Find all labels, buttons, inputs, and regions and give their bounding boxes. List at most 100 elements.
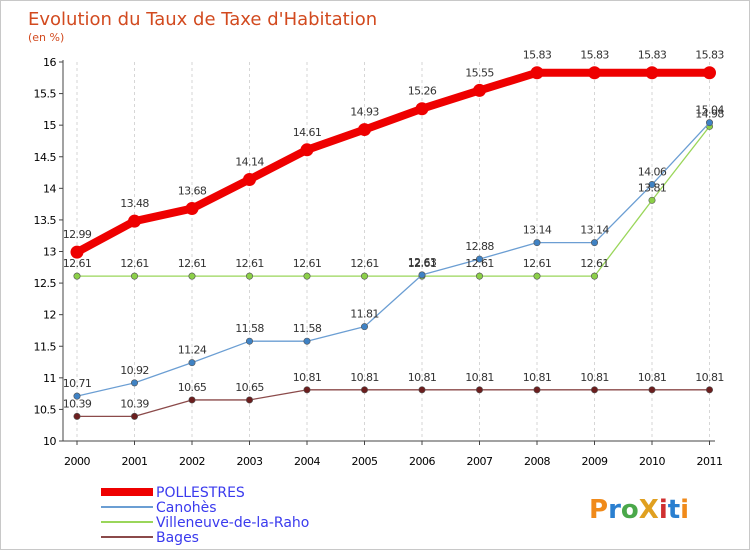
y-tick-label: 15 (43, 119, 56, 132)
data-label: 12.99 (63, 228, 92, 241)
data-label: 10.81 (580, 371, 609, 384)
x-tick-label: 2007 (467, 455, 493, 468)
data-point (360, 386, 368, 394)
data-point (533, 272, 541, 280)
x-tick-label: 2002 (179, 455, 205, 468)
data-point (705, 386, 713, 394)
x-tick-label: 2003 (237, 455, 263, 468)
legend-label: Bages (156, 530, 199, 546)
x-tick-label: 2006 (409, 455, 435, 468)
data-label: 14.14 (235, 155, 264, 168)
data-point (188, 359, 196, 367)
data-point (533, 386, 541, 394)
data-label: 15.55 (465, 66, 494, 79)
data-label: 11.24 (178, 344, 207, 357)
data-point (415, 102, 429, 116)
data-point (246, 272, 254, 280)
data-label: 10.65 (178, 381, 207, 394)
data-point (358, 123, 371, 137)
data-label: 12.61 (523, 257, 552, 270)
data-label: 13.68 (178, 185, 207, 198)
y-tick-label: 12.5 (34, 277, 57, 290)
data-point (70, 245, 84, 259)
data-label: 10.71 (63, 377, 92, 390)
y-tick-label: 11.5 (34, 340, 57, 353)
data-label: 13.14 (523, 224, 552, 237)
data-point (648, 196, 656, 204)
data-point (185, 202, 199, 216)
data-label: 12.61 (293, 257, 322, 270)
data-label: 10.65 (235, 381, 264, 394)
data-point (588, 66, 601, 80)
data-label: 13.81 (638, 181, 667, 194)
data-point (243, 172, 256, 186)
y-tick-label: 10 (43, 435, 56, 448)
x-tick-label: 2004 (294, 455, 320, 468)
x-tick-label: 2008 (524, 455, 550, 468)
x-tick-label: 2010 (639, 455, 665, 468)
data-label: 10.92 (120, 364, 149, 377)
data-label: 12.88 (465, 240, 494, 253)
data-point (418, 386, 426, 394)
data-label: 10.81 (408, 371, 437, 384)
data-label: 15.26 (408, 85, 437, 98)
data-point (590, 239, 598, 247)
data-point (703, 66, 716, 80)
data-label: 14.61 (293, 126, 322, 139)
data-label: 12.61 (350, 257, 379, 270)
data-label: 12.63 (408, 256, 437, 269)
x-tick-label: 2009 (582, 455, 608, 468)
data-label: 10.81 (695, 371, 724, 384)
data-label: 10.81 (638, 371, 667, 384)
data-point (475, 255, 483, 263)
data-label: 13.14 (580, 224, 609, 237)
series-line-1 (76, 121, 711, 397)
data-point (475, 386, 483, 394)
data-point (303, 337, 311, 345)
data-point (360, 272, 368, 280)
y-tick-label: 15.5 (34, 88, 57, 101)
x-tick-label: 2000 (64, 455, 90, 468)
data-label: 11.58 (293, 322, 322, 335)
data-point (188, 396, 196, 404)
data-label: 15.04 (695, 104, 724, 117)
y-tick-label: 11 (43, 372, 56, 385)
data-point (530, 66, 544, 80)
chart-subtitle: (en %) (28, 31, 64, 44)
data-point (128, 214, 141, 228)
data-point (705, 119, 713, 127)
data-point (300, 143, 314, 157)
data-label: 15.83 (523, 49, 552, 62)
data-label: 10.81 (293, 371, 322, 384)
data-label: 10.81 (350, 371, 379, 384)
data-point (473, 83, 486, 97)
data-label: 12.61 (120, 257, 149, 270)
series-line-3 (76, 389, 711, 418)
data-point (590, 272, 598, 280)
data-point (303, 272, 311, 280)
data-point (246, 396, 254, 404)
data-point (303, 386, 311, 394)
data-label: 10.81 (523, 371, 552, 384)
data-label: 13.48 (120, 197, 149, 210)
data-label: 12.61 (235, 257, 264, 270)
legend-label: Villeneuve-de-la-Raho (156, 515, 309, 531)
data-label: 14.98 (695, 107, 724, 120)
data-label: 15.83 (638, 49, 667, 62)
x-tick-label: 2001 (122, 455, 148, 468)
data-label: 12.61 (178, 257, 207, 270)
data-point (475, 272, 483, 280)
y-tick-label: 13.5 (34, 214, 57, 227)
data-label: 12.61 (580, 257, 609, 270)
legend-label: Canohès (156, 500, 217, 516)
y-tick-label: 14 (43, 182, 56, 195)
x-tick-label: 2011 (697, 455, 723, 468)
data-label: 11.81 (350, 308, 379, 321)
data-label: 15.83 (695, 49, 724, 62)
data-point (645, 66, 659, 80)
data-point (590, 386, 598, 394)
x-tick-label: 2005 (352, 455, 378, 468)
data-point (648, 386, 656, 394)
